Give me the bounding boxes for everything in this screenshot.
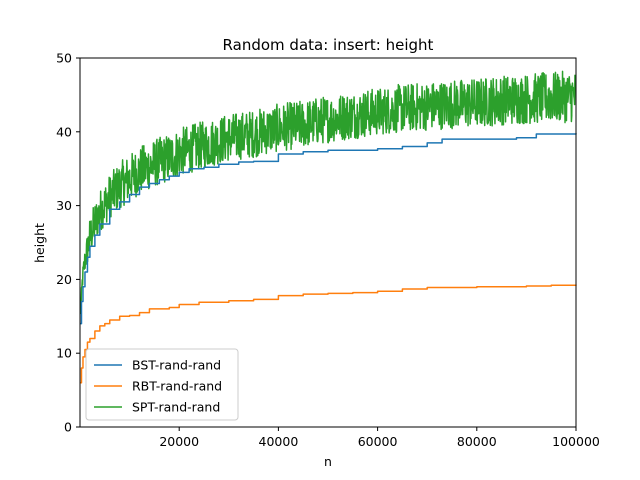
y-tick-label: 0 <box>64 420 72 435</box>
x-tick-label: 80000 <box>457 434 497 449</box>
y-tick-label: 30 <box>56 198 72 213</box>
series-line-bst-rand-rand <box>80 133 577 325</box>
plot-frame <box>79 57 577 428</box>
x-axis: 20000 40000 60000 80000 100000 <box>159 427 600 449</box>
y-tick-label: 40 <box>56 124 72 139</box>
legend-label: RBT-rand-rand <box>132 379 222 394</box>
y-tick-label: 50 <box>56 51 72 66</box>
legend-label: SPT-rand-rand <box>132 400 220 415</box>
series-layer <box>79 70 577 384</box>
y-axis: 0 10 20 30 40 50 <box>56 51 80 435</box>
x-tick-label: 100000 <box>552 434 600 449</box>
series-line-spt-rand-rand <box>79 70 577 315</box>
legend: BST-rand-rand RBT-rand-rand SPT-rand-rand <box>85 348 239 421</box>
series-line-rbt-rand-rand <box>80 284 577 384</box>
y-axis-label: height <box>32 223 47 263</box>
chart-title: Random data: insert: height <box>223 36 434 54</box>
x-tick-label: 60000 <box>358 434 398 449</box>
x-tick-label: 20000 <box>159 434 199 449</box>
y-tick-label: 10 <box>56 346 72 361</box>
legend-items: BST-rand-rand RBT-rand-rand SPT-rand-rand <box>94 358 222 415</box>
y-tick-label: 20 <box>56 272 72 287</box>
x-tick-label: 40000 <box>259 434 299 449</box>
legend-label: BST-rand-rand <box>132 358 221 373</box>
legend-box <box>85 348 239 421</box>
x-axis-label: n <box>324 454 332 469</box>
